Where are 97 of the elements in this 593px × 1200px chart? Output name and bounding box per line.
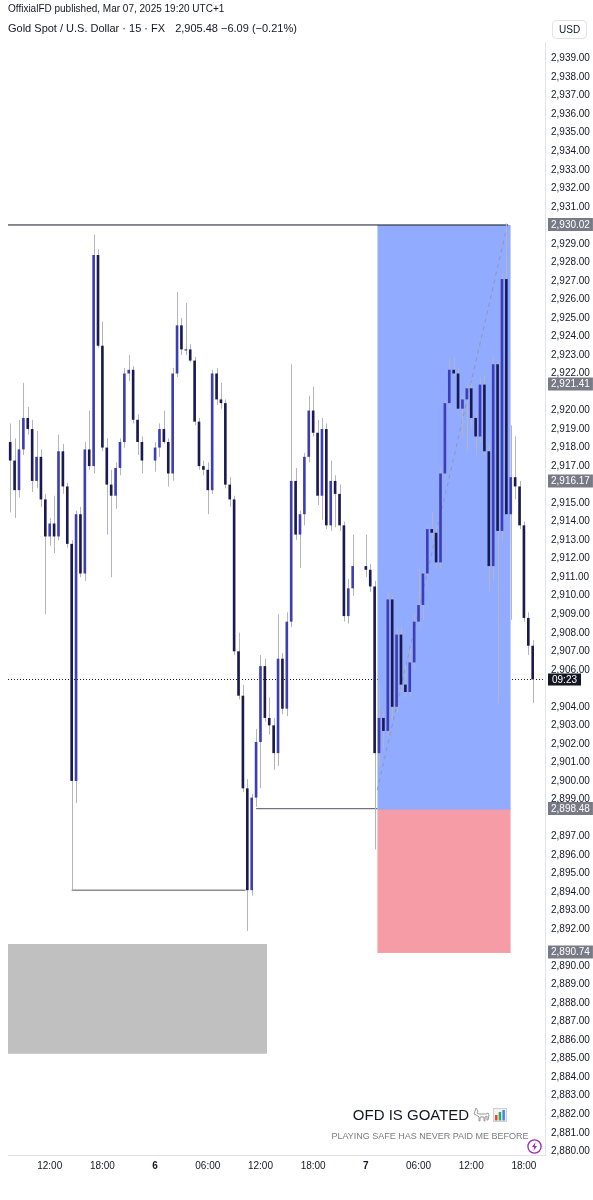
annotation: PLAYING SAFE HAS NEVER PAID ME BEFORE <box>331 1131 529 1141</box>
y-tick-label: 2,890.00 <box>551 959 591 971</box>
y-tick-label: 2,883.00 <box>551 1089 591 1101</box>
y-tick-label: 2,909.00 <box>551 607 591 619</box>
y-tick-label: 2,901.00 <box>551 756 591 768</box>
y-tick-label: 2,911.00 <box>551 570 590 582</box>
y-tick-label: 2,884.00 <box>551 1070 591 1082</box>
y-tick-label: 2,938.00 <box>551 70 591 82</box>
y-tick-label: 2,895.00 <box>551 867 591 879</box>
y-tick-label: 2,914.00 <box>551 515 591 527</box>
y-tick-label: 2,890.74 <box>551 946 591 958</box>
candlestick <box>158 422 161 458</box>
text: OffixialFD published, Mar 07, 2025 19:20 UTC+1 <box>8 3 225 14</box>
y-tick-label: 2,908.00 <box>551 626 591 638</box>
y-tick-label: 2,937.00 <box>551 89 591 101</box>
x-tick-label: 12:00 <box>247 1159 274 1171</box>
y-tick-label: 2,910.00 <box>551 589 591 601</box>
candlestick <box>26 406 30 436</box>
candlestick <box>417 567 420 628</box>
y-tick-label: 2,931.00 <box>551 200 591 212</box>
x-tick-label: 06:00 <box>406 1159 432 1171</box>
y-tick-label: 2,934.00 <box>551 145 591 157</box>
candlestick <box>351 534 354 597</box>
y-tick-label: 2,927.00 <box>551 274 591 286</box>
candlestick <box>8 422 12 513</box>
y-tick-label: 2,902.00 <box>551 737 591 749</box>
text: 09:23 <box>552 673 578 685</box>
y-tick-label: 2,929.00 <box>551 237 591 249</box>
y-tick-label: 2,889.00 <box>551 978 591 990</box>
y-tick-label: 2,904.00 <box>551 700 591 712</box>
x-tick-label: 12:00 <box>37 1159 63 1171</box>
candlestick <box>48 517 52 547</box>
candlestick <box>430 511 434 541</box>
y-tick-label: 2,919.00 <box>551 422 591 434</box>
y-tick-label: 2,881.00 <box>551 1126 591 1138</box>
candlestick <box>188 343 192 363</box>
candlestick <box>228 476 232 508</box>
candlestick <box>461 395 464 437</box>
annotation: OFD IS GOATED <box>352 1106 470 1123</box>
candlestick <box>136 413 139 456</box>
y-tick-label: 2,897.00 <box>551 830 591 842</box>
y-tick-label: 2,936.00 <box>551 107 591 119</box>
y-tick-label: 2,888.00 <box>551 996 591 1008</box>
y-tick-label: 2,880.00 <box>551 1145 591 1157</box>
y-tick-label: 2,886.00 <box>551 1033 591 1045</box>
x-tick-label: 18:00 <box>89 1159 116 1171</box>
y-tick-label: 2,935.00 <box>551 126 591 138</box>
chart-subtitle: 2,905.48 −6.09 (−0.21%) <box>175 22 297 34</box>
y-tick-label: 2,899.00 <box>551 793 591 805</box>
y-tick-label: 2,932.00 <box>551 182 591 194</box>
y-tick-label: 2,894.00 <box>551 885 591 897</box>
y-tick-label: 2,921.41 <box>551 378 591 390</box>
y-tick-label: 2,924.00 <box>551 330 591 342</box>
y-tick-label: 2,885.00 <box>551 1052 591 1064</box>
y-axis-title: USD <box>552 20 588 39</box>
y-tick-label: 2,892.00 <box>551 922 591 934</box>
y-tick-label: 2,912.00 <box>551 552 591 564</box>
candlestick <box>382 710 385 749</box>
candlestick <box>267 697 271 736</box>
candlestick <box>452 356 455 378</box>
x-tick-label: 18:00 <box>300 1159 327 1171</box>
y-tick-label: 2,896.00 <box>551 848 591 860</box>
chart-title: Gold Spot / U.S. Dollar · 15 · FX <box>8 22 166 34</box>
y-tick-label: 2,925.00 <box>551 311 591 323</box>
y-tick-label: 2,898.48 <box>551 802 591 814</box>
y-tick-label: 2,928.00 <box>551 256 591 268</box>
candlestick <box>87 410 91 471</box>
y-tick-label: 2,887.00 <box>551 1015 591 1027</box>
y-tick-label: 2,913.00 <box>551 533 591 545</box>
y-tick-label: 2,916.17 <box>551 475 591 487</box>
y-tick-label: 2,926.00 <box>551 293 591 305</box>
candlestick <box>206 461 210 515</box>
y-tick-label: 2,906.00 <box>551 663 591 675</box>
y-tick-label: 2,922.00 <box>551 367 591 379</box>
y-tick-label: 2,915.00 <box>551 496 591 508</box>
candlestick <box>109 469 113 578</box>
candlestick <box>474 410 477 456</box>
y-tick-label: 2,939.00 <box>551 52 591 64</box>
y-tick-label: 2,917.00 <box>551 459 591 471</box>
y-tick-label: 2,900.00 <box>551 774 591 786</box>
candlestick <box>404 663 407 699</box>
y-tick-label: 2,882.00 <box>551 1108 591 1120</box>
y-tick-label: 2,918.00 <box>551 441 591 453</box>
candlestick <box>368 563 372 593</box>
x-tick-label: 06:00 <box>195 1159 221 1171</box>
y-tick-label: 2,920.00 <box>551 404 591 416</box>
y-tick-label: 2,930.02 <box>551 218 591 230</box>
x-tick-label: 6 <box>152 1159 159 1171</box>
candlestick <box>127 354 131 382</box>
y-tick-label: 2,893.00 <box>551 904 591 916</box>
x-tick-label: 12:00 <box>458 1159 485 1171</box>
x-tick-label: 18:00 <box>511 1159 537 1171</box>
x-tick-label: 7 <box>363 1159 370 1171</box>
y-tick-label: 2,903.00 <box>551 719 591 731</box>
y-tick-label: 2,933.00 <box>551 163 591 175</box>
y-tick-label: 2,923.00 <box>551 348 591 360</box>
y-tick-label: 2,907.00 <box>551 645 591 657</box>
